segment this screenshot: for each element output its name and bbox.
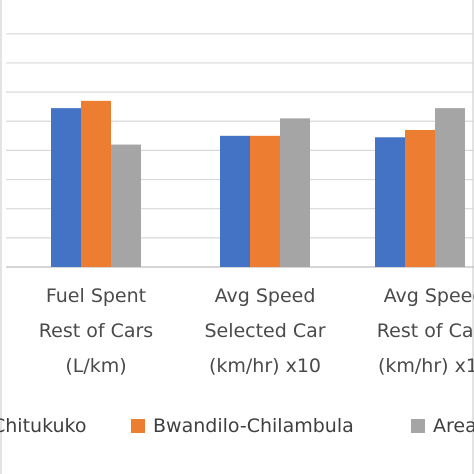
bar-bwandilo-chilambula-1 [81, 100, 111, 267]
x-tick-label: (L/km) [65, 355, 126, 377]
bar-area-25-3 [435, 108, 465, 267]
bar-area-25-1 [111, 144, 141, 267]
bars [51, 100, 465, 268]
legend-label: Bwandilo-Chilambula [153, 415, 354, 437]
x-tick-label: Rest of Cars [39, 320, 153, 342]
legend-label: Area 25 [433, 415, 474, 437]
x-tick-label: Rest of Cars [377, 320, 474, 342]
bar-bwandilo-chilambula-3 [405, 129, 435, 267]
bar-chitukuko-1 [51, 108, 81, 267]
x-tick-label: (km/hr) x10 [378, 355, 474, 377]
bar-area-25-2 [280, 118, 310, 268]
legend-label: Chitukuko [0, 415, 87, 437]
legend: Chitukuko Bwandilo-Chilambula Area 25 [0, 415, 474, 437]
bar-chitukuko-2 [220, 135, 250, 267]
x-tick-label: Avg Speed [215, 285, 316, 307]
legend-swatch [411, 419, 425, 433]
x-tick-label: Selected Car [204, 320, 325, 342]
x-axis-tick-labels: Fuel Spent Rest of Cars (L/km) Avg Speed Sel… [39, 285, 474, 377]
x-tick-label: Fuel Spent [46, 285, 146, 307]
x-tick-label: Avg Speed [384, 285, 474, 307]
bar-bwandilo-chilambula-2 [250, 135, 280, 267]
bar-chitukuko-3 [375, 137, 405, 267]
legend-swatch [131, 419, 145, 433]
x-tick-label: (km/hr) x10 [209, 355, 321, 377]
